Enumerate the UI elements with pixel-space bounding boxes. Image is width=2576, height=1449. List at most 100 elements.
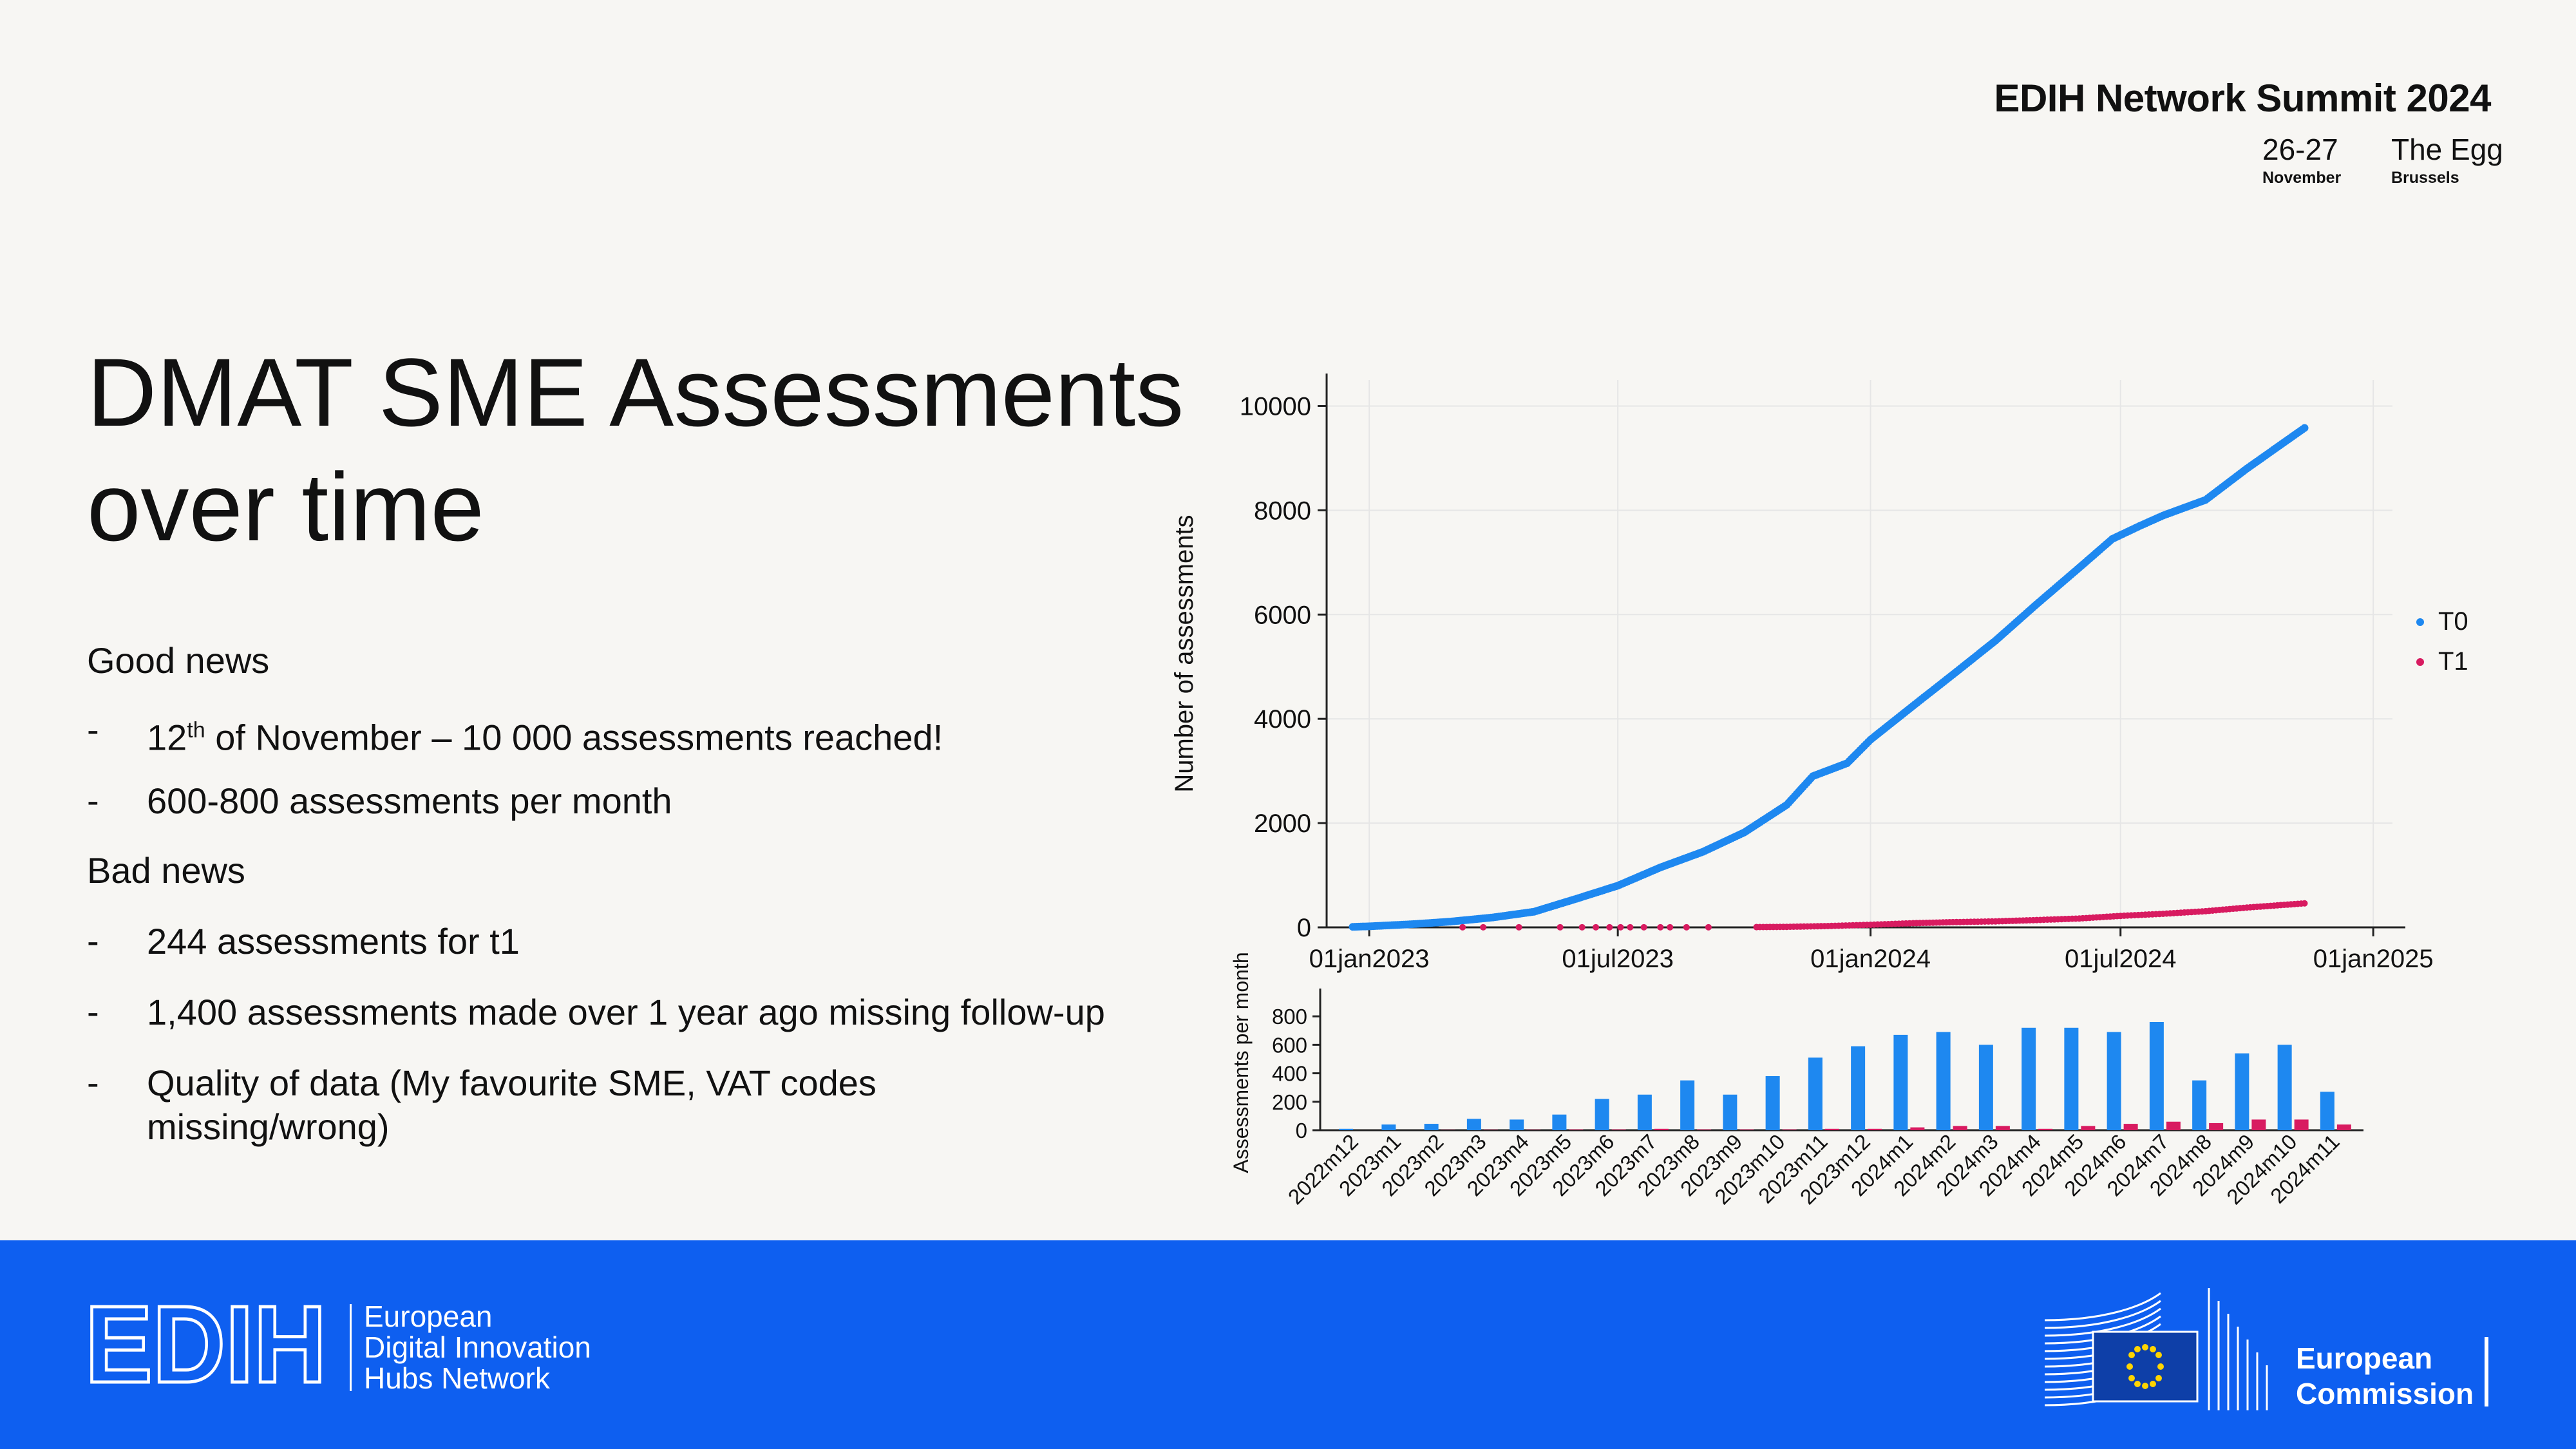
legend-marker-t0 (2416, 618, 2424, 626)
bullet-dash: - (87, 780, 99, 820)
t1-point (1683, 923, 1690, 931)
t1-bar (1995, 1126, 2010, 1130)
t0-bar (2022, 1027, 2036, 1130)
t0-bar (1723, 1094, 1738, 1130)
event-city: Brussels (2391, 169, 2459, 187)
t1-point (1627, 923, 1634, 931)
edih-name-line-1: European (364, 1300, 493, 1333)
bullet-text: missing/wrong) (147, 1106, 390, 1147)
t0-bar (2277, 1045, 2292, 1130)
y-tick-label: 600 (1272, 1033, 1307, 1057)
t1-point (1515, 923, 1522, 931)
t1-bar (1910, 1127, 1925, 1130)
title-line-2: over time (87, 453, 484, 561)
t1-bar (2336, 1124, 2351, 1130)
bullet-dash: - (87, 920, 99, 961)
bullet-missing-follow-up: 1,400 assessments made over 1 year ago m… (147, 992, 1105, 1032)
t0-bar (1381, 1124, 1396, 1130)
y-tick-label: 0 (1296, 1119, 1307, 1142)
t0-bar (1851, 1046, 1866, 1130)
event-dates: 26-27 (2262, 133, 2338, 166)
t0-bar (2320, 1092, 2334, 1130)
bullet-dash: - (87, 709, 99, 750)
t1-bar (2294, 1119, 2309, 1130)
bullet-t1: 244 assessments for t1 (147, 921, 520, 961)
t0-bar (1466, 1119, 1481, 1130)
y-tick-label: 8000 (1254, 497, 1311, 525)
t1-point (2301, 900, 2308, 907)
t0-bar (1510, 1119, 1524, 1130)
edih-logo: EDIH (85, 1302, 328, 1391)
t1-point (1617, 923, 1624, 931)
t0-bar (2235, 1053, 2249, 1130)
y-tick-label: 200 (1272, 1090, 1307, 1114)
x-tick-label: 01jul2023 (1562, 945, 1674, 973)
edih-logo-text: EDIH (85, 1302, 327, 1391)
bullet-text: 12 (147, 717, 187, 758)
y-tick-label: 10000 (1240, 392, 1311, 421)
t0-bar (1808, 1057, 1823, 1130)
t1-point (1459, 923, 1466, 931)
ec-divider (2485, 1337, 2488, 1406)
edih-name-line-3: Hubs Network (364, 1361, 550, 1395)
t1-bar (1654, 1128, 1669, 1130)
t1-bar (2209, 1122, 2224, 1130)
t1-point (1593, 923, 1600, 931)
t1-point (1657, 923, 1664, 931)
bullet-sup: th (187, 718, 205, 743)
x-tick-label: 01jul2024 (2065, 945, 2177, 973)
bullet-dash: - (87, 991, 99, 1032)
ec-name-line-2: Commission (2296, 1377, 2474, 1410)
t1-bar (2251, 1119, 2266, 1130)
y-tick-label: 6000 (1254, 601, 1311, 629)
t1-point (1640, 923, 1647, 931)
t1-bar (1953, 1126, 1967, 1130)
eu-stars-icon (2126, 1344, 2164, 1389)
t0-bar (1595, 1099, 1609, 1130)
t0-bar (1680, 1080, 1695, 1130)
x-tick-label: 01jan2025 (2313, 945, 2434, 973)
edih-name-line-2: Digital Innovation (364, 1331, 591, 1364)
good-news-heading: Good news (87, 640, 270, 681)
y-axis-title: Number of assessments (1170, 515, 1198, 792)
t1-point (1667, 923, 1674, 931)
t1-point (1557, 923, 1564, 931)
summit-title: EDIH Network Summit 2024 (1994, 77, 2491, 120)
y-tick-label: 2000 (1254, 810, 1311, 838)
t1-bar (1824, 1128, 1839, 1130)
t0-bar (1936, 1032, 1951, 1130)
eu-flag-icon (2092, 1331, 2199, 1403)
t1-point (1480, 923, 1487, 931)
bullet-data-quality: Quality of data (My favourite SME, VAT c… (147, 1061, 876, 1149)
y-tick-label: 0 (1297, 914, 1311, 942)
t0-bar (2149, 1022, 2164, 1130)
t1-point (1578, 923, 1586, 931)
bad-news-heading: Bad news (87, 850, 245, 891)
t0-bar (2192, 1080, 2207, 1130)
x-tick-label: 01jan2023 (1309, 945, 1430, 973)
bullet-text: of November – 10 000 assessments reached… (205, 717, 943, 758)
t0-bar (1424, 1124, 1439, 1130)
title-line-1: DMAT SME Assessments (87, 338, 1184, 446)
event-month: November (2262, 169, 2342, 187)
y-axis-title: Assessments per month (1229, 952, 1253, 1173)
cumulative-assessments-chart: 0 2000 4000 6000 8000 10000 01jan2023 01jul2023… (1170, 374, 2468, 973)
y-tick-label: 800 (1272, 1005, 1307, 1028)
legend-marker-t1 (2416, 658, 2424, 666)
ec-name-line-1: European (2296, 1341, 2433, 1375)
t0-bar (1765, 1076, 1780, 1130)
slide-title: DMAT SME Assessments over time (87, 335, 1220, 564)
t0-bar (2064, 1027, 2079, 1130)
y-tick-label: 4000 (1254, 705, 1311, 734)
bullet-10000-reached: 12th of November – 10 000 assessments re… (147, 708, 943, 760)
t1-point (1705, 923, 1712, 931)
bullet-per-month: 600-800 assessments per month (147, 781, 672, 821)
t0-bar (2107, 1032, 2121, 1130)
t1-bar (2081, 1126, 2096, 1130)
t1-bar (2123, 1124, 2138, 1130)
legend-label-t0: T0 (2438, 607, 2468, 636)
t1-bar (2038, 1128, 2053, 1130)
x-tick-label: 01jan2024 (1810, 945, 1931, 973)
